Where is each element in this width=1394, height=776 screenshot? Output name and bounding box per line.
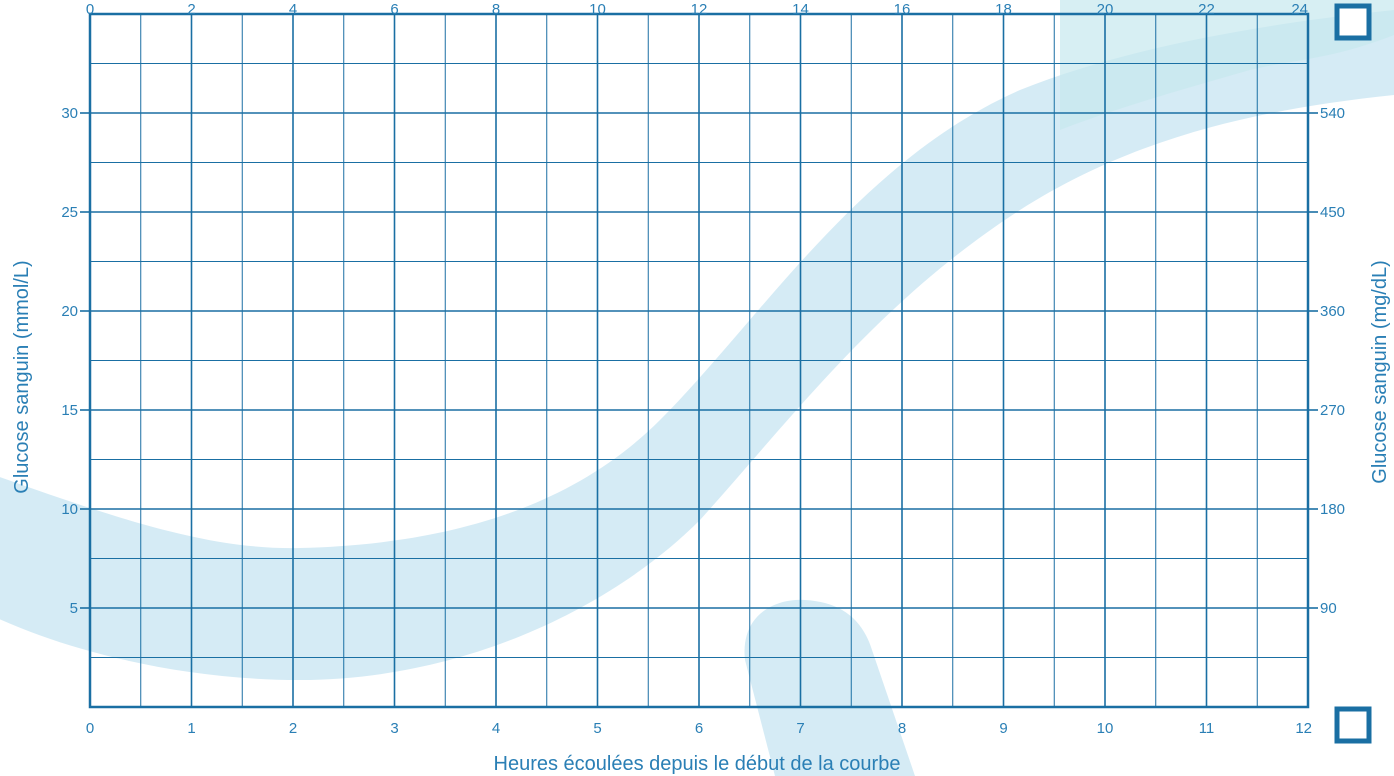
- x-bottom-tick-label: 2: [289, 720, 297, 737]
- checkbox-icon-bottom[interactable]: [1334, 706, 1372, 744]
- y-right-tick-label: 180: [1320, 501, 1345, 518]
- x-top-tick-label: 10: [589, 1, 606, 18]
- y-left-tick-label: 10: [61, 501, 78, 518]
- checkbox-icon-top[interactable]: [1334, 3, 1372, 41]
- x-top-tick-label: 16: [894, 1, 911, 18]
- x-bottom-tick-label: 6: [695, 720, 703, 737]
- y-right-tick-label: 90: [1320, 600, 1337, 617]
- x-bottom-tick-label: 11: [1199, 720, 1215, 737]
- x-bottom-tick-label: 3: [390, 720, 398, 737]
- background-band-top-right: [1060, 0, 1394, 130]
- x-bottom-tick-label: 5: [593, 720, 601, 737]
- background-band-main: [0, 10, 1394, 680]
- x-axis-label: Heures écoulées depuis le début de la co…: [494, 753, 901, 775]
- grid-lines: [80, 14, 1318, 707]
- x-top-tick-label: 4: [289, 1, 297, 18]
- x-top-tick-label: 20: [1097, 1, 1114, 18]
- y-right-tick-label: 270: [1320, 402, 1345, 419]
- y-right-tick-label: 540: [1320, 105, 1345, 122]
- y-axis-right-label: Glucose sanguin (mg/dL): [1369, 260, 1391, 483]
- x-top-tick-label: 0: [86, 1, 94, 18]
- x-top-tick-label: 2: [187, 1, 195, 18]
- bottom-axis-ticks: 0 1 2 3 4 5 6 7 8 9 10 11 12: [86, 720, 1312, 737]
- x-top-tick-label: 24: [1291, 1, 1308, 18]
- y-left-tick-label: 30: [61, 105, 78, 122]
- plot-frame: [88, 12, 1310, 709]
- x-bottom-tick-label: 12: [1295, 720, 1312, 737]
- x-top-tick-label: 18: [995, 1, 1012, 18]
- y-right-tick-label: 360: [1320, 303, 1345, 320]
- x-bottom-tick-label: 1: [187, 720, 195, 737]
- x-top-tick-label: 12: [691, 1, 708, 18]
- y-axis-left-label: Glucose sanguin (mmol/L): [11, 260, 33, 493]
- background-band-bottom: [744, 599, 915, 776]
- x-top-tick-label: 6: [390, 1, 398, 18]
- left-axis-ticks: 5 10 15 20 25 30: [61, 105, 78, 617]
- y-left-tick-label: 5: [70, 600, 78, 617]
- y-left-tick-label: 15: [61, 402, 78, 419]
- x-bottom-tick-label: 0: [86, 720, 94, 737]
- x-top-tick-label: 14: [792, 1, 809, 18]
- top-axis-ticks: 0 2 4 6 8 10 12 14 16 18 20 22 24: [86, 1, 1308, 18]
- x-top-tick-label: 8: [492, 1, 500, 18]
- x-bottom-tick-label: 4: [492, 720, 500, 737]
- y-right-tick-label: 450: [1320, 204, 1345, 221]
- x-bottom-tick-label: 7: [796, 720, 804, 737]
- y-left-tick-label: 25: [61, 204, 78, 221]
- y-left-tick-label: 20: [61, 303, 78, 320]
- x-top-tick-label: 22: [1198, 1, 1215, 18]
- right-axis-ticks: 90 180 270 360 450 540: [1320, 105, 1345, 617]
- x-bottom-tick-label: 10: [1097, 720, 1114, 737]
- x-bottom-tick-label: 9: [999, 720, 1007, 737]
- x-bottom-tick-label: 8: [898, 720, 906, 737]
